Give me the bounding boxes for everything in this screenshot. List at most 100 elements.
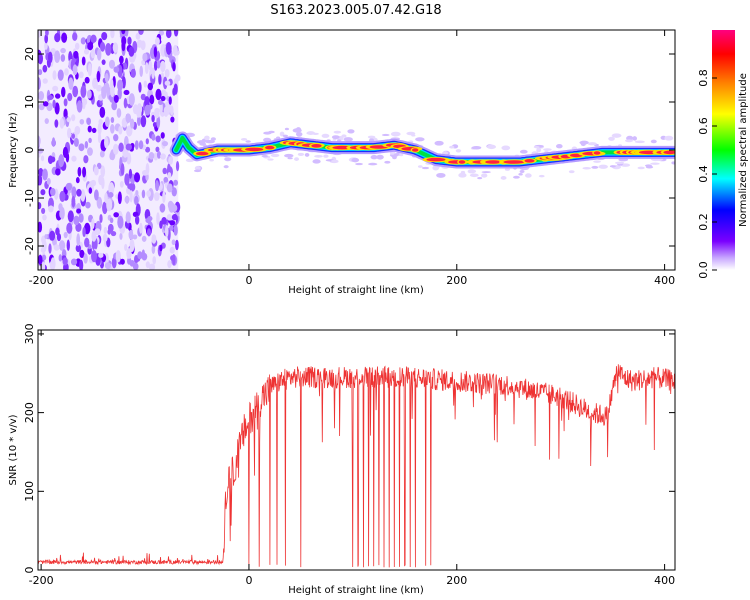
x-tick-label: 400 <box>654 574 675 587</box>
noise-blob <box>62 257 68 266</box>
noise-blob <box>61 86 66 98</box>
y-tick-label: -20 <box>23 237 36 255</box>
ridge-halo <box>455 149 462 153</box>
noise-blob <box>38 167 44 177</box>
noise-blob <box>145 146 151 153</box>
noise-blob <box>158 74 162 85</box>
noise-blob <box>58 203 63 211</box>
noise-blob <box>154 37 160 46</box>
noise-blob <box>44 233 48 240</box>
noise-blob <box>173 179 179 186</box>
noise-blob <box>41 261 46 270</box>
noise-blob <box>159 220 163 229</box>
noise-blob <box>123 89 130 96</box>
x-tick-label: -200 <box>29 574 54 587</box>
ridge-halo <box>314 155 323 158</box>
ridge-halo <box>582 167 592 170</box>
noise-blob <box>138 82 142 93</box>
noise-blob <box>155 135 161 143</box>
noise-blob <box>88 137 92 144</box>
noise-blob <box>71 114 76 122</box>
noise-blob <box>166 183 173 193</box>
ridge-halo <box>267 158 274 161</box>
noise-blob <box>118 125 123 135</box>
noise-blob <box>165 30 172 39</box>
noise-blob <box>126 125 133 137</box>
ridge-halo <box>481 171 491 174</box>
noise-blob <box>129 190 133 203</box>
noise-blob <box>163 106 169 116</box>
noise-blob <box>76 100 83 113</box>
ridge-halo <box>587 142 597 146</box>
noise-blob <box>165 41 172 55</box>
noise-blob <box>76 208 82 214</box>
noise-blob <box>162 190 166 204</box>
noise-blob <box>40 189 46 196</box>
noise-blob <box>160 153 166 160</box>
ridge-halo <box>343 137 353 142</box>
noise-blob <box>128 168 133 179</box>
noise-blob <box>58 154 65 168</box>
colorbar-ticks: 0.0 0.2 0.4 0.6 0.8 <box>697 69 717 279</box>
ridge-halo <box>524 173 532 178</box>
noise-blob <box>128 229 134 240</box>
noise-blob <box>87 147 93 156</box>
ridge-halo <box>304 152 310 157</box>
x-tick-label: 0 <box>245 574 252 587</box>
noise-blob <box>104 136 109 149</box>
noise-blob <box>158 99 163 106</box>
noise-blob <box>169 105 174 116</box>
colorbar-tick-label: 0.2 <box>697 213 710 231</box>
noise-blob <box>129 260 135 267</box>
noise-blob <box>96 70 101 83</box>
noise-blob <box>68 77 74 90</box>
ridge-halo <box>645 164 652 167</box>
noise-blob <box>72 64 78 76</box>
noise-blob <box>109 217 114 224</box>
ridge-halo <box>481 173 488 178</box>
ridge-halo <box>295 131 303 137</box>
ridge-hot-red <box>503 160 525 164</box>
ridge-halo <box>609 165 616 168</box>
ridge-hot-red <box>426 157 446 162</box>
noise-blob <box>113 66 120 73</box>
noise-blob <box>169 246 175 254</box>
noise-blob <box>145 261 150 269</box>
noise-blob <box>60 54 66 62</box>
noise-blob <box>66 116 72 123</box>
noise-blob <box>121 30 126 35</box>
ridge-halo <box>210 137 216 141</box>
noise-blob <box>84 76 90 84</box>
noise-blob <box>96 196 103 209</box>
noise-blob <box>104 116 110 128</box>
noise-blob <box>45 30 49 37</box>
noise-blob <box>79 249 85 259</box>
noise-blob <box>127 183 133 190</box>
noise-blob <box>108 59 116 69</box>
ridge-halo <box>376 154 384 160</box>
noise-blob <box>57 69 64 81</box>
y-tick-label: 100 <box>23 481 36 502</box>
ridge-halo <box>608 136 615 141</box>
noise-blob <box>151 133 156 141</box>
ridge-hot-red <box>524 159 535 163</box>
noise-blob <box>141 170 148 176</box>
ridge-halo <box>351 157 360 163</box>
noise-blob <box>113 134 119 142</box>
snr-x-axis-label: Height of straight line (km) <box>288 585 424 596</box>
noise-blob <box>71 195 76 208</box>
noise-blob <box>170 116 175 123</box>
ridge-halo <box>297 152 305 156</box>
snr-x-ticks: -200 0 200 400 <box>29 330 675 587</box>
ridge-halo <box>614 161 625 165</box>
noise-blob <box>86 117 92 126</box>
noise-blob <box>148 152 155 160</box>
noise-blob <box>164 80 171 86</box>
noise-blob <box>62 146 69 159</box>
y-tick-label: -10 <box>23 189 36 207</box>
y-tick-label: 20 <box>23 47 36 61</box>
y-tick-label: 300 <box>23 323 36 344</box>
ridge-halo <box>593 160 601 163</box>
noise-blob <box>167 172 172 179</box>
noise-blob <box>148 263 156 270</box>
